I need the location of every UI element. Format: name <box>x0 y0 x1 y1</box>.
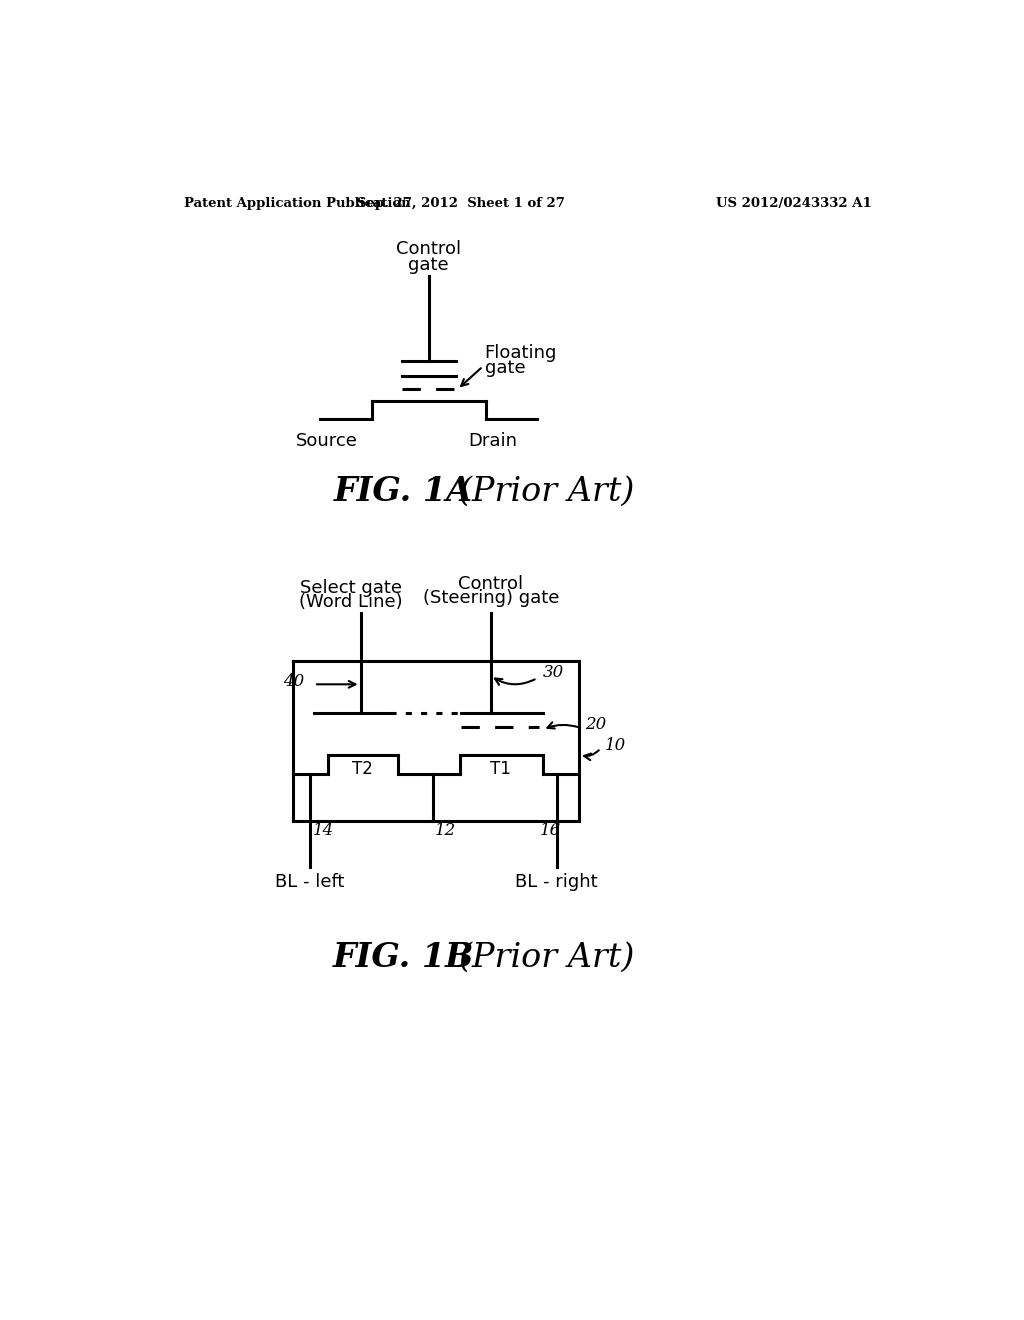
Text: Floating: Floating <box>484 345 557 362</box>
Text: Control: Control <box>458 576 523 593</box>
Text: Select gate: Select gate <box>300 579 402 597</box>
Text: 40: 40 <box>284 673 305 690</box>
Text: 14: 14 <box>312 822 334 840</box>
Text: Drain: Drain <box>468 432 517 450</box>
Text: BL - left: BL - left <box>275 874 345 891</box>
Text: (Prior Art): (Prior Art) <box>459 475 634 508</box>
Text: 20: 20 <box>586 715 606 733</box>
Text: Sep. 27, 2012  Sheet 1 of 27: Sep. 27, 2012 Sheet 1 of 27 <box>357 197 565 210</box>
Text: Source: Source <box>296 432 357 450</box>
Text: 12: 12 <box>435 822 456 840</box>
Text: T2: T2 <box>352 760 374 777</box>
Text: BL - right: BL - right <box>515 874 598 891</box>
Text: (Prior Art): (Prior Art) <box>459 941 634 974</box>
Text: (Steering) gate: (Steering) gate <box>423 589 559 607</box>
Text: T1: T1 <box>489 760 510 777</box>
Text: gate: gate <box>484 359 525 376</box>
Text: FIG. 1A: FIG. 1A <box>334 475 473 508</box>
Text: US 2012/0243332 A1: US 2012/0243332 A1 <box>716 197 872 210</box>
Text: Control: Control <box>396 240 461 259</box>
Text: Patent Application Publication: Patent Application Publication <box>183 197 411 210</box>
Text: (Word Line): (Word Line) <box>299 593 403 611</box>
Text: 30: 30 <box>543 664 564 681</box>
Text: 10: 10 <box>604 737 626 754</box>
Text: 16: 16 <box>540 822 561 840</box>
Text: gate: gate <box>409 256 449 273</box>
Text: FIG. 1B: FIG. 1B <box>333 941 474 974</box>
